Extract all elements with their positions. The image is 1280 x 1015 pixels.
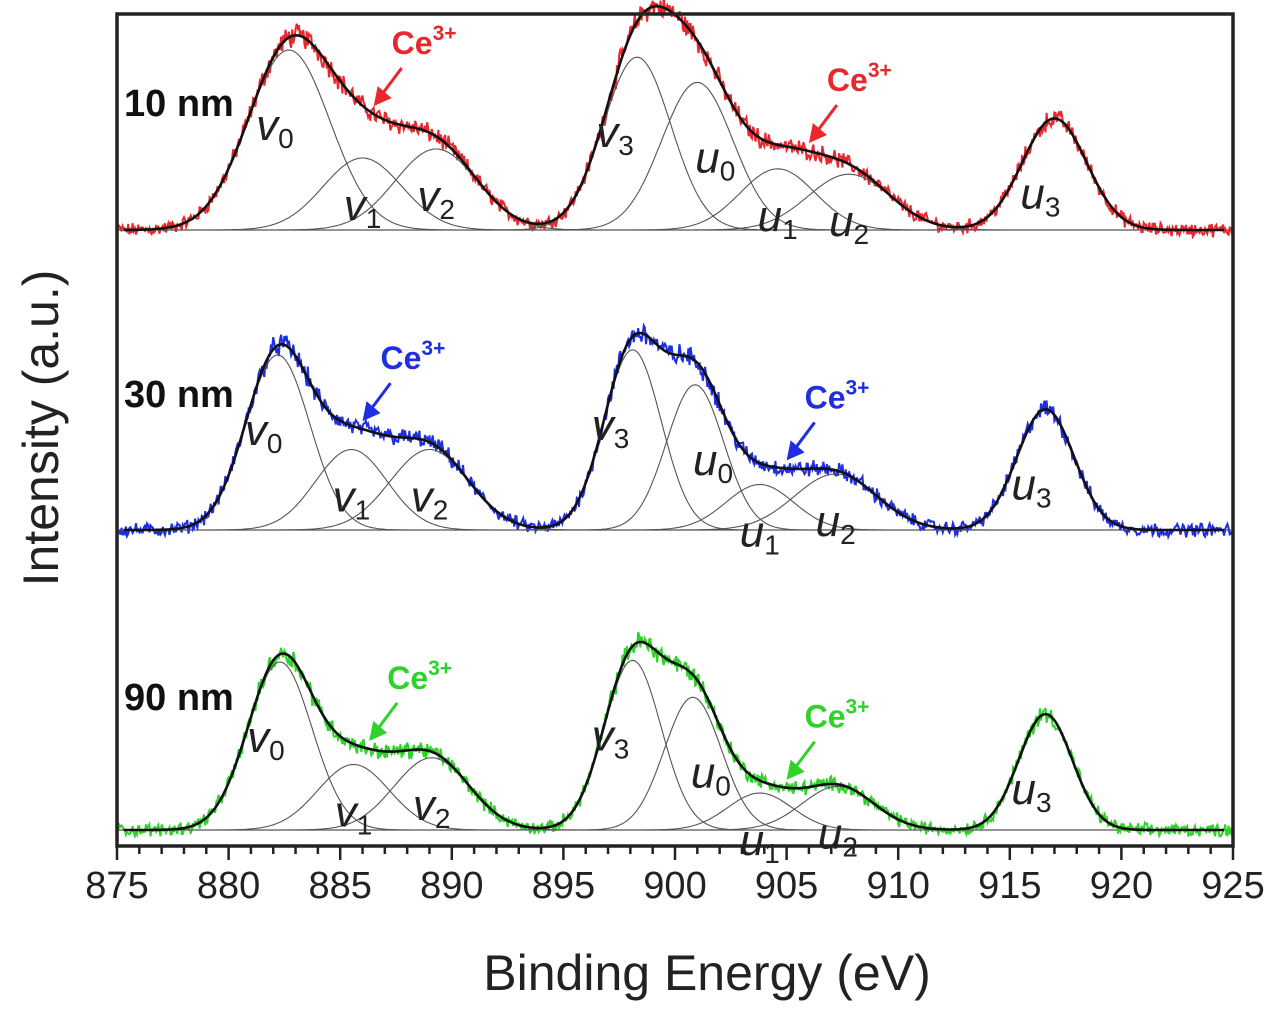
peak-label-v1: v1 bbox=[333, 473, 371, 526]
ce3-arrow-head bbox=[373, 86, 392, 107]
sample-label-30-nm: 30 nm bbox=[124, 374, 234, 416]
x-tick-label: 910 bbox=[866, 865, 929, 907]
peak-label-u0: u0 bbox=[693, 436, 733, 489]
component-peak-v3 bbox=[482, 349, 782, 531]
sample-label-90-nm: 90 nm bbox=[124, 677, 234, 719]
panel-10-nm: v0 v1 v2 v3 u0 u1 u2 u3 10 nm Ce3+ Ce3+ bbox=[117, 0, 1233, 250]
peak-label-u3: u3 bbox=[1020, 169, 1060, 222]
ce3-label: Ce3+ bbox=[805, 376, 870, 415]
x-axis-title: Binding Energy (eV) bbox=[483, 945, 930, 1001]
x-tick-label: 920 bbox=[1090, 865, 1153, 907]
peak-label-v0: v0 bbox=[245, 406, 283, 459]
peak-label-v0: v0 bbox=[256, 101, 294, 154]
peak-label-v2: v2 bbox=[413, 781, 451, 834]
ce3-arrow-head bbox=[362, 401, 381, 422]
ce3-label: Ce3+ bbox=[381, 337, 446, 376]
peak-label-u1: u1 bbox=[740, 816, 780, 869]
x-tick-label: 905 bbox=[755, 865, 818, 907]
x-tick-label: 900 bbox=[643, 865, 706, 907]
peak-label-v3: v3 bbox=[592, 711, 630, 764]
peak-label-u0: u0 bbox=[695, 133, 735, 186]
ce3-arrow-head bbox=[369, 720, 388, 741]
peak-label-v2: v2 bbox=[417, 172, 455, 225]
component-peak-u2 bbox=[633, 173, 1065, 231]
peak-label-v1: v1 bbox=[344, 181, 382, 234]
component-peak-u2 bbox=[620, 473, 1051, 531]
ce3-label: Ce3+ bbox=[827, 59, 892, 98]
x-tick-label: 875 bbox=[85, 865, 148, 907]
peak-label-u1: u1 bbox=[758, 192, 798, 245]
peak-label-u0: u0 bbox=[691, 748, 731, 801]
ce3-label: Ce3+ bbox=[387, 657, 452, 696]
x-axis-ticks: 875 880 885 890 895 900 905 910 915 920 925 bbox=[85, 846, 1265, 907]
peak-label-v3: v3 bbox=[592, 401, 630, 454]
ce3-arrow-head bbox=[786, 759, 805, 780]
x-tick-label: 885 bbox=[308, 865, 371, 907]
raw-data-30-nm bbox=[118, 322, 1233, 541]
y-axis-title: Intensity (a.u.) bbox=[13, 270, 69, 587]
x-tick-label: 890 bbox=[420, 865, 483, 907]
sample-label-10-nm: 10 nm bbox=[124, 83, 234, 125]
x-tick-label: 880 bbox=[197, 865, 260, 907]
peak-label-u2: u2 bbox=[818, 809, 858, 862]
peak-label-u1: u1 bbox=[740, 508, 780, 561]
fit-envelope bbox=[123, 331, 1225, 532]
ce3-arrow-head bbox=[786, 440, 805, 461]
peak-label-v1: v1 bbox=[335, 787, 373, 840]
peak-label-v3: v3 bbox=[596, 108, 634, 161]
ce3-arrow-head bbox=[808, 123, 827, 144]
peak-label-u3: u3 bbox=[1011, 765, 1051, 818]
ce3-label: Ce3+ bbox=[805, 696, 870, 735]
peak-label-u3: u3 bbox=[1011, 460, 1051, 513]
fit-envelope bbox=[123, 640, 1225, 832]
ce3-label: Ce3+ bbox=[392, 22, 457, 61]
raw-data-10-nm bbox=[117, 0, 1233, 240]
component-peak-u0 bbox=[509, 81, 883, 231]
component-peak-u1 bbox=[591, 792, 929, 831]
peak-label-u2: u2 bbox=[816, 497, 856, 550]
peak-label-u2: u2 bbox=[829, 197, 869, 250]
peak-label-v2: v2 bbox=[411, 473, 449, 526]
component-peak-v3 bbox=[482, 659, 782, 831]
peak-label-v0: v0 bbox=[247, 713, 285, 766]
x-tick-label: 915 bbox=[978, 865, 1041, 907]
component-peak-v1 bbox=[166, 763, 539, 831]
x-tick-label: 895 bbox=[532, 865, 595, 907]
x-tick-label: 925 bbox=[1201, 865, 1264, 907]
